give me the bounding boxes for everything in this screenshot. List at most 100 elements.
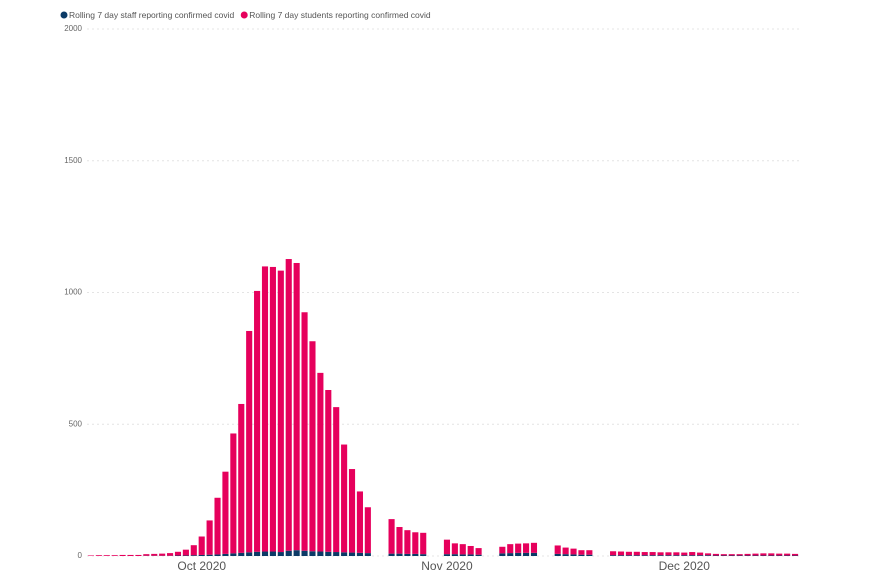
bar: [356, 552, 363, 556]
bar: [190, 545, 197, 556]
bar: [673, 552, 680, 556]
bar: [190, 555, 197, 556]
bar: [269, 551, 276, 556]
bar: [182, 549, 189, 556]
bar: [617, 551, 625, 556]
bar: [364, 507, 371, 554]
bar: [704, 553, 712, 556]
bar: [404, 553, 411, 556]
bar: [325, 389, 332, 552]
bar: [301, 550, 308, 556]
legend-marker: [60, 11, 68, 19]
bar: [356, 491, 363, 553]
bar: [776, 555, 783, 556]
bar: [261, 266, 269, 552]
bar: [586, 550, 593, 555]
bar: [562, 547, 569, 555]
bar: [87, 555, 95, 556]
bar: [159, 553, 166, 556]
bar: [341, 552, 348, 556]
bar: [697, 552, 704, 556]
bar: [127, 554, 134, 556]
bar: [578, 554, 585, 556]
bar: [744, 553, 751, 556]
bar: [681, 555, 688, 556]
y-tick-label: 0: [78, 551, 83, 560]
bar: [523, 543, 530, 553]
bar: [222, 553, 229, 556]
bar: [784, 555, 791, 556]
bar: [174, 555, 182, 556]
bar: [586, 554, 593, 556]
bar: [697, 555, 704, 556]
bar: [610, 551, 617, 556]
bar: [776, 553, 783, 556]
bar: [388, 553, 395, 556]
bar: [475, 554, 482, 556]
bar: [198, 554, 205, 556]
bar: [768, 555, 775, 556]
bar: [499, 553, 506, 556]
bar: [720, 554, 727, 556]
bar: [784, 553, 791, 556]
bar: [689, 555, 696, 556]
bar: [317, 551, 324, 556]
bar: [752, 555, 759, 556]
bar: [554, 553, 561, 556]
bar: [736, 555, 743, 556]
bar: [791, 553, 799, 556]
bar: [182, 555, 189, 556]
bar: [246, 552, 253, 556]
legend-label: Rolling 7 day staff reporting confirmed …: [69, 10, 234, 20]
bar: [309, 551, 316, 556]
bar: [459, 554, 466, 556]
bar: [214, 554, 221, 556]
bar: [333, 407, 340, 553]
bar: [151, 553, 158, 556]
legend-marker: [240, 11, 248, 19]
bar: [364, 553, 371, 556]
y-tick-label: 500: [69, 419, 83, 428]
bar: [578, 550, 585, 555]
bar: [277, 552, 284, 556]
bar: [570, 554, 577, 556]
bar: [230, 433, 237, 554]
bar: [412, 553, 419, 556]
bar: [420, 554, 427, 556]
bar: [348, 552, 356, 556]
bar: [657, 552, 664, 556]
bar: [285, 259, 292, 551]
bar: [681, 552, 688, 556]
bar: [760, 553, 767, 556]
bar: [712, 555, 719, 556]
bar: [570, 548, 577, 555]
x-tick-label: Oct 2020: [177, 559, 226, 573]
bar: [95, 555, 102, 556]
bar: [760, 555, 767, 556]
bar: [507, 553, 514, 556]
bar: [728, 554, 735, 556]
bar: [135, 554, 142, 556]
x-tick-label: Nov 2020: [421, 559, 473, 573]
bar: [499, 546, 506, 554]
bar: [467, 545, 474, 555]
bar: [523, 552, 530, 556]
bar: [309, 341, 316, 552]
bar: [625, 551, 632, 556]
bar: [633, 551, 640, 556]
bar: [238, 403, 245, 553]
y-tick-label: 1000: [64, 288, 82, 297]
bar: [206, 520, 213, 555]
bar: [119, 554, 126, 556]
bar: [285, 550, 292, 556]
bar: [617, 555, 625, 556]
bar: [451, 554, 458, 556]
bar: [791, 555, 799, 556]
bar: [325, 551, 332, 556]
bar: [665, 555, 672, 556]
bar: [689, 552, 696, 556]
bar: [341, 444, 348, 553]
bar: [396, 553, 403, 556]
bar: [293, 262, 300, 551]
